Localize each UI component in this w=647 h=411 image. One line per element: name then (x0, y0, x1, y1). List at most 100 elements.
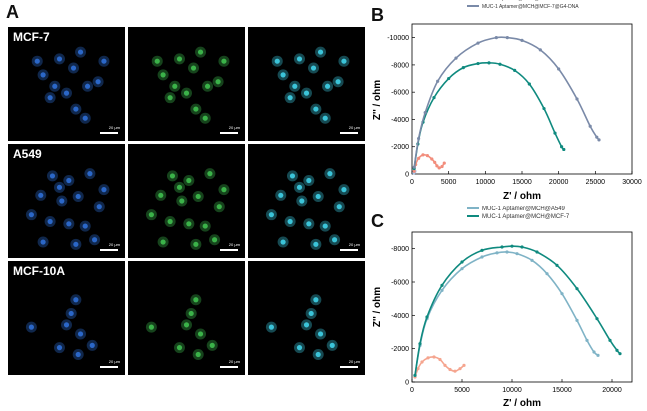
series-point (417, 156, 421, 160)
cell (296, 56, 303, 62)
series-point (498, 62, 502, 66)
cell (296, 184, 303, 190)
cell (56, 56, 63, 62)
cell (306, 221, 312, 227)
scale-bar (100, 249, 118, 251)
cell (335, 79, 341, 85)
cell (313, 241, 319, 247)
series-point (520, 245, 524, 249)
cell (207, 171, 213, 177)
cell (77, 49, 84, 55)
cell (268, 324, 274, 330)
series-point (597, 138, 601, 142)
cell (28, 212, 34, 218)
series-point (596, 353, 600, 357)
series-point (453, 369, 457, 373)
series-point (527, 82, 531, 86)
x-tick-label: 5000 (441, 179, 457, 186)
series-point (443, 363, 447, 367)
cell (278, 192, 284, 198)
cell (341, 187, 347, 193)
series-point (448, 367, 452, 372)
cell (313, 297, 319, 303)
series-point (412, 165, 416, 169)
micrograph-r2-c1: 20 μm (128, 261, 245, 375)
series-point (500, 245, 504, 249)
series-point (585, 338, 589, 342)
series-point (542, 106, 546, 111)
cell (289, 173, 296, 179)
cell (49, 173, 56, 179)
chart-c-frame (411, 231, 633, 383)
cell (296, 345, 303, 351)
cell (331, 237, 338, 243)
cell (202, 223, 208, 229)
cell (34, 58, 40, 64)
series-point (447, 76, 451, 81)
cell (215, 79, 221, 85)
x-tick-label: 20000 (549, 179, 569, 186)
scale-bar-label: 20 μm (348, 125, 360, 130)
y-tick-label: 0 (405, 172, 409, 179)
cell (176, 345, 183, 351)
series-point (440, 288, 444, 292)
series-point (454, 56, 458, 60)
series-point (494, 36, 498, 40)
cell (315, 193, 321, 200)
cell (211, 237, 218, 243)
series-point (595, 135, 599, 139)
cell (292, 83, 298, 89)
series-point (440, 283, 444, 287)
cell (40, 72, 46, 78)
cell (329, 342, 335, 348)
cell (176, 56, 183, 62)
cell (38, 192, 44, 198)
x-tick-label: 0 (410, 179, 414, 186)
y-tick-label: -10000 (387, 35, 409, 42)
cell (160, 72, 166, 78)
series-point (418, 342, 422, 346)
cell (317, 331, 324, 337)
series-point (588, 124, 592, 128)
cell (193, 241, 199, 247)
micrograph-r2-c2: 20 μm (248, 261, 365, 375)
series-point (423, 111, 427, 115)
cell (280, 72, 286, 78)
scale-bar-label: 20 μm (228, 359, 240, 364)
scale-bar (220, 249, 238, 251)
series-point (413, 373, 417, 377)
micrograph-r0-c1: 20 μm (128, 27, 245, 141)
series-point (618, 352, 622, 356)
series-point (608, 338, 612, 342)
y-tick-label: -8000 (391, 246, 409, 253)
series-point (480, 255, 484, 259)
cell (176, 184, 183, 190)
cell (183, 90, 190, 96)
series-point (461, 66, 465, 70)
series-point (417, 136, 421, 141)
cell (274, 58, 280, 64)
cell (63, 322, 70, 328)
micrograph-r2-c0: MCF-10A 20 μm (8, 261, 125, 375)
scale-bar-label: 20 μm (348, 359, 360, 364)
cell (77, 331, 84, 337)
legend-label: MUC-1 Aptamer@MCH@MCF-7@G4-DNA (482, 4, 579, 10)
scale-bar (100, 132, 118, 134)
scale-bar (220, 366, 238, 368)
series-point (425, 153, 429, 158)
series-point (557, 67, 561, 71)
cell (322, 115, 328, 121)
series-point (433, 160, 437, 165)
cell (73, 106, 79, 112)
series-point (462, 363, 466, 367)
series-point (530, 258, 534, 262)
series-point (615, 348, 619, 352)
cell (148, 212, 154, 218)
series-point (575, 97, 579, 101)
cell (59, 198, 65, 204)
cell (91, 237, 98, 243)
cell (306, 177, 312, 184)
cell (193, 297, 199, 303)
cell (197, 331, 204, 337)
cell (183, 322, 190, 328)
